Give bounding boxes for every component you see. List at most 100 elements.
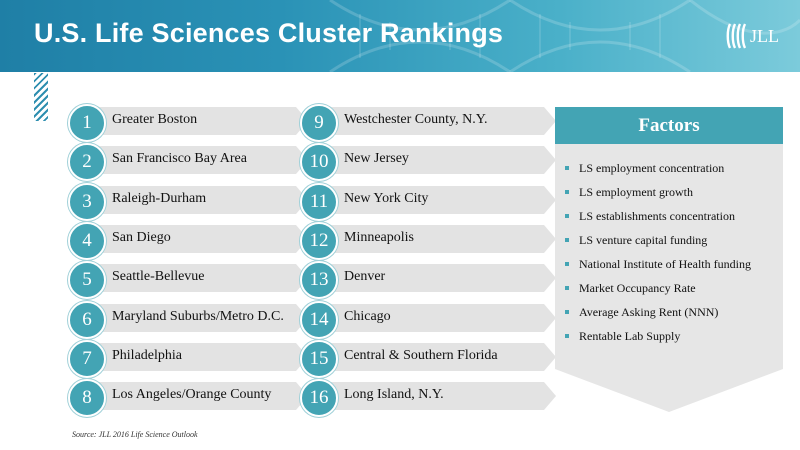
factor-label: Market Occupancy Rate: [579, 281, 696, 295]
cluster-name: Long Island, N.Y.: [344, 387, 444, 403]
ranking-bar-arrow: [544, 303, 556, 332]
factors-panel-background: [555, 144, 783, 412]
bullet-icon: [565, 286, 569, 291]
ranking-bar: [84, 264, 296, 293]
rank-number-badge: 1: [68, 104, 106, 142]
ranking-row: 1 Greater Boston: [68, 104, 308, 142]
rank-number-badge: 11: [300, 182, 338, 221]
rank-number-badge: 7: [68, 339, 106, 378]
cluster-name: Greater Boston: [112, 112, 198, 127]
rank-number-badge: 10: [300, 143, 338, 182]
ranking-row: 9 Westchester County, N.Y.: [300, 104, 556, 142]
jll-logo: JLL: [726, 20, 786, 52]
ranking-bar: [316, 107, 544, 135]
ranking-bar: [316, 264, 544, 293]
factor-item: National Institute of Health funding: [565, 257, 751, 272]
ranking-bar-arrow: [544, 264, 556, 293]
cluster-name: San Francisco Bay Area: [112, 151, 247, 167]
rank-number-badge: 5: [68, 261, 106, 300]
factor-label: National Institute of Health funding: [579, 257, 751, 271]
rank-number-badge: 4: [68, 221, 106, 260]
ranking-row: 10 New Jersey: [300, 143, 556, 182]
factor-item: Average Asking Rent (NNN): [565, 305, 718, 320]
ranking-row: 5 Seattle-Bellevue: [68, 261, 308, 300]
cluster-name: Chicago: [344, 308, 391, 324]
factor-item: LS employment growth: [565, 185, 693, 200]
factor-label: LS venture capital funding: [579, 233, 708, 247]
rank-number-badge: 12: [300, 221, 338, 260]
rank-number-badge: 8: [68, 379, 106, 418]
ranking-bar: [84, 224, 296, 253]
rank-number-badge: 14: [300, 300, 338, 339]
factor-label: LS employment concentration: [579, 161, 725, 175]
ranking-bar-arrow: [544, 342, 556, 371]
ranking-bar-arrow: [544, 107, 556, 135]
factor-label: Average Asking Rent (NNN): [579, 305, 719, 319]
rank-number-badge: 6: [68, 300, 106, 339]
ranking-row: 2 San Francisco Bay Area: [68, 143, 308, 182]
cluster-name: Raleigh-Durham: [112, 190, 207, 206]
rank-number-badge: 2: [68, 143, 106, 182]
bullet-icon: [565, 262, 569, 267]
rank-number-badge: 3: [68, 182, 106, 221]
ranking-row: 12 Minneapolis: [300, 221, 556, 260]
decorative-hatch: [34, 73, 48, 121]
ranking-bar: [316, 303, 544, 332]
ranking-row: 13 Denver: [300, 261, 556, 300]
page-title: U.S. Life Sciences Cluster Rankings: [34, 18, 504, 48]
factor-item: LS venture capital funding: [565, 233, 707, 248]
factor-item: LS establishments concentration: [565, 209, 735, 224]
cluster-name: New York City: [344, 190, 429, 206]
ranking-row: 16 Long Island, N.Y.: [300, 379, 556, 418]
dna-pattern: [329, 0, 800, 72]
bullet-icon: [565, 238, 569, 243]
ranking-bar: [84, 303, 296, 332]
factor-item: Market Occupancy Rate: [565, 281, 696, 296]
ranking-row: 8 Los Angeles/Orange County: [68, 379, 308, 418]
rank-number-badge: 13: [300, 261, 338, 300]
factor-label: LS employment growth: [579, 185, 693, 199]
ranking-row: 3 Raleigh-Durham: [68, 182, 308, 221]
ranking-bar: [316, 342, 544, 371]
bullet-icon: [565, 334, 569, 339]
cluster-name: Los Angeles/Orange County: [112, 387, 272, 403]
cluster-name: San Diego: [112, 229, 171, 245]
bullet-icon: [565, 310, 569, 315]
bullet-icon: [565, 166, 569, 171]
ranking-bar: [84, 342, 296, 371]
factor-label: LS establishments concentration: [579, 209, 735, 223]
ranking-bar-arrow: [544, 382, 556, 411]
cluster-name: Maryland Suburbs/Metro D.C.: [112, 308, 284, 324]
factors-heading: Factors: [555, 107, 783, 144]
cluster-name: Minneapolis: [344, 229, 414, 245]
cluster-name: Seattle-Bellevue: [112, 269, 205, 285]
jll-logo-text: JLL: [750, 26, 779, 46]
rank-number-badge: 15: [300, 339, 338, 378]
ranking-bar: [316, 146, 544, 175]
cluster-name: New Jersey: [344, 151, 409, 167]
ranking-bar: [84, 382, 296, 411]
bullet-icon: [565, 214, 569, 219]
ranking-row: 15 Central & Southern Florida: [300, 339, 556, 378]
ranking-bar: [316, 224, 544, 253]
ranking-bar-arrow: [544, 146, 556, 175]
factor-label: Rentable Lab Supply: [579, 329, 681, 343]
source-note: Source: JLL 2016 Life Science Outlook: [72, 430, 198, 439]
ranking-bar-arrow: [544, 224, 556, 253]
ranking-bar: [84, 185, 296, 214]
cluster-name: Philadelphia: [112, 347, 182, 363]
ranking-bar: [316, 382, 544, 411]
cluster-name: Denver: [344, 269, 386, 285]
rank-number-badge: 16: [300, 379, 338, 418]
ranking-bar-arrow: [544, 185, 556, 214]
ranking-bar: [316, 185, 544, 214]
ranking-row: 6 Maryland Suburbs/Metro D.C.: [68, 300, 308, 339]
header-banner: U.S. Life Sciences Cluster Rankings JLL: [0, 0, 800, 72]
ranking-bar: [84, 146, 296, 175]
bullet-icon: [565, 190, 569, 195]
ranking-bar: [84, 107, 296, 135]
rank-number-badge: 9: [300, 104, 338, 142]
cluster-name: Central & Southern Florida: [344, 347, 498, 363]
ranking-row: 7 Philadelphia: [68, 339, 308, 378]
jll-logo-icon: [726, 23, 747, 49]
